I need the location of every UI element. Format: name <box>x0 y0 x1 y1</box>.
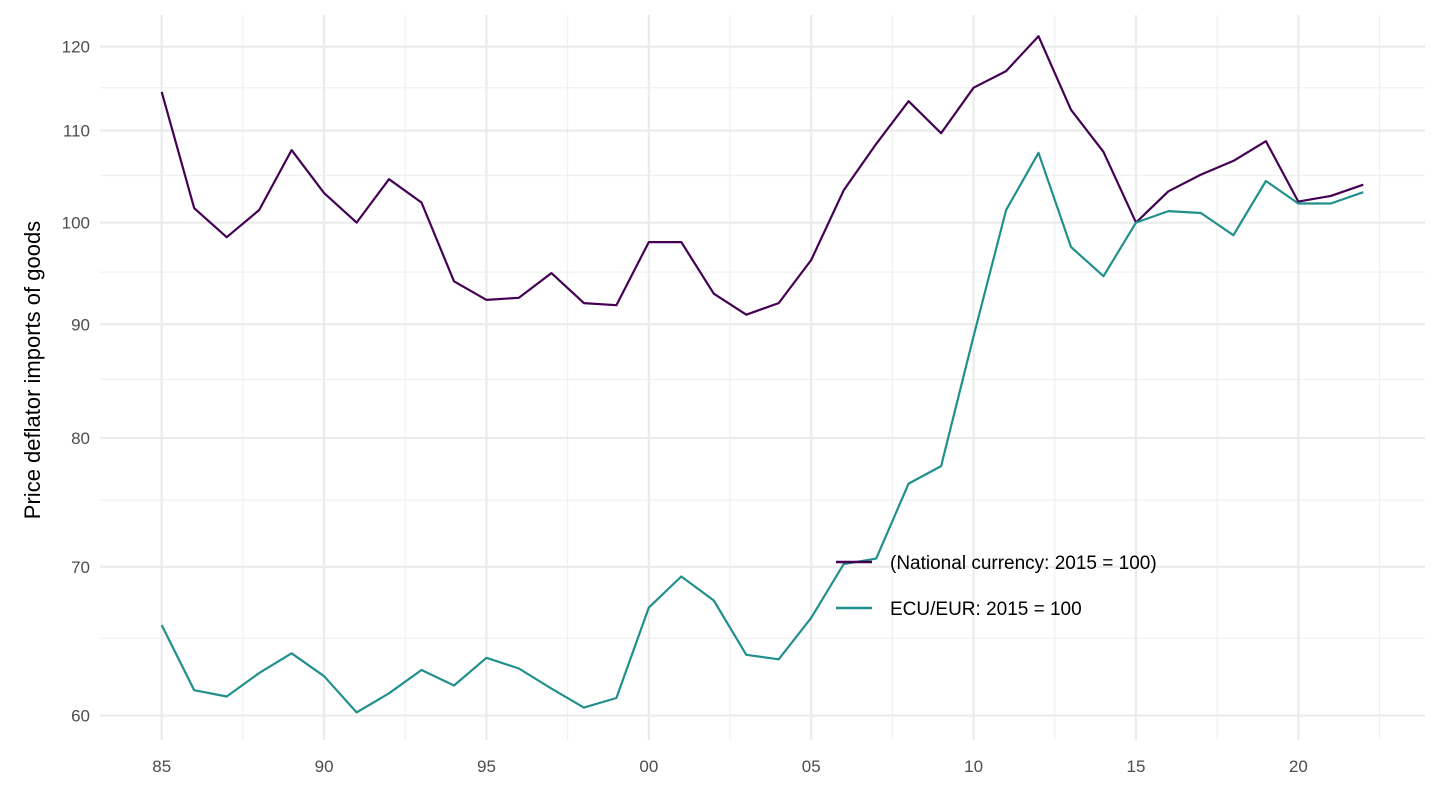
x-tick-label: 90 <box>315 757 334 776</box>
axis-ticks: 60 70 80 90 100 110 120 85 90 95 00 05 10 15 20 <box>62 38 1308 776</box>
x-tick-label: 00 <box>639 757 658 776</box>
x-tick-label: 15 <box>1127 757 1146 776</box>
y-axis-label: Price deflator imports of goods <box>20 221 45 519</box>
x-tick-label: 20 <box>1289 757 1308 776</box>
x-tick-label: 85 <box>152 757 171 776</box>
legend: (National currency: 2015 = 100) ECU/EUR: … <box>836 553 1157 620</box>
x-tick-label: 95 <box>477 757 496 776</box>
series-line <box>160 151 1364 714</box>
y-tick-label: 70 <box>71 558 90 577</box>
series-lines <box>160 35 1364 714</box>
y-tick-label: 80 <box>71 429 90 448</box>
x-tick-label: 10 <box>964 757 983 776</box>
grid <box>100 15 1425 740</box>
y-tick-label: 120 <box>62 38 90 57</box>
y-tick-label: 100 <box>62 214 90 233</box>
y-tick-label: 110 <box>63 122 90 141</box>
y-tick-label: 90 <box>71 315 90 334</box>
x-tick-label: 05 <box>802 757 821 776</box>
legend-label: ECU/EUR: 2015 = 100 <box>890 599 1082 620</box>
legend-label: (National currency: 2015 = 100) <box>890 553 1157 574</box>
y-tick-label: 60 <box>71 707 90 726</box>
series-line <box>160 35 1364 316</box>
